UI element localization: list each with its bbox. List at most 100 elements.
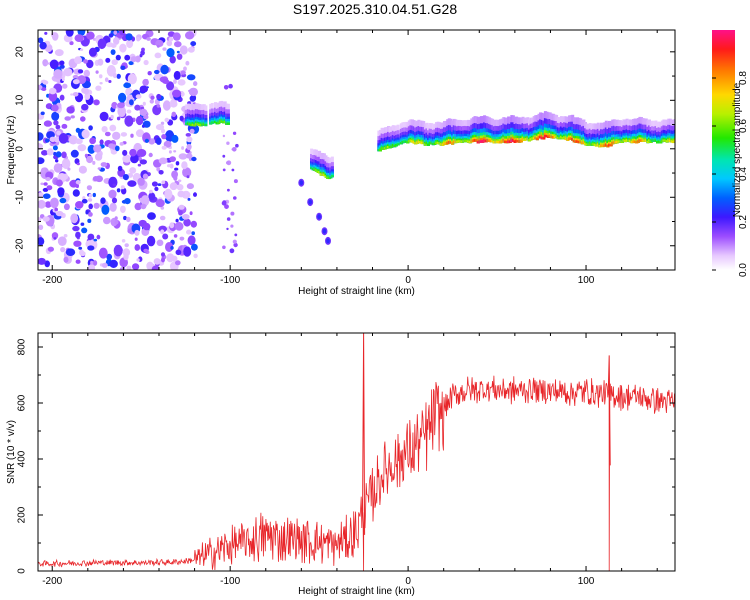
ridge-cell (388, 146, 392, 149)
ridge-cell (513, 140, 517, 143)
noise-speckle (176, 53, 183, 60)
ridge-cell (638, 139, 642, 142)
ridge-cell (462, 139, 466, 143)
noise-speckle (41, 87, 47, 91)
colorbar-label: Normalized spectral amplitude (732, 82, 743, 217)
noise-speckle (189, 128, 195, 134)
noise-speckle (189, 95, 196, 102)
x-tick-label: 100 (578, 576, 595, 587)
ridge-cell (667, 139, 671, 142)
ridge-cell (403, 140, 406, 143)
y-tick-label: 600 (17, 394, 28, 411)
noise-speckle (232, 239, 237, 244)
noise-speckle (193, 192, 197, 197)
ridge-cell (585, 143, 589, 146)
noise-speckle (175, 249, 182, 256)
noise-speckle (70, 149, 79, 158)
noise-speckle (62, 83, 68, 89)
ridge-cell (545, 134, 549, 138)
ridge-cell (423, 143, 427, 146)
ridge-cell (529, 138, 533, 141)
noise-speckle (106, 253, 113, 260)
noise-speckle (185, 31, 195, 40)
ridge-cell (319, 173, 323, 176)
noise-speckle (125, 33, 133, 41)
noise-speckle (221, 200, 227, 206)
noise-speckle (173, 79, 177, 84)
ridge-cell (503, 140, 507, 144)
ridge-cell (414, 141, 418, 145)
noise-speckle (95, 85, 102, 91)
ridge-cell (595, 144, 599, 147)
ridge-cell (614, 141, 618, 144)
ridge-cell (471, 139, 475, 142)
noise-speckle (120, 65, 126, 71)
ridge-cell (186, 122, 190, 125)
noise-speckle (88, 212, 93, 217)
noise-speckle (169, 156, 176, 163)
noise-speckle (86, 31, 95, 40)
noise-speckle (116, 73, 121, 79)
noise-speckle (100, 162, 108, 167)
snr-y-axis-label: SNR (10 * v/v) (6, 420, 17, 484)
noise-speckle (174, 221, 184, 231)
noise-speckle (158, 157, 168, 165)
noise-speckle (166, 48, 175, 58)
noise-speckle (149, 99, 154, 104)
ridge-cell (604, 143, 608, 146)
noise-speckle (154, 69, 160, 75)
ridge-cell (612, 141, 616, 144)
noise-speckle (191, 231, 195, 236)
noise-speckle (108, 80, 112, 83)
ridge-cell (598, 145, 602, 148)
noise-speckle (110, 49, 116, 55)
snr-spike (362, 333, 366, 535)
noise-speckle (108, 143, 115, 149)
noise-speckle (135, 94, 142, 99)
noise-speckle (173, 234, 178, 238)
noise-speckle (135, 115, 144, 126)
ridge-cell (196, 123, 200, 126)
noise-speckle (43, 193, 51, 199)
ridge-cell (444, 142, 448, 145)
ridge-cell (225, 122, 229, 125)
noise-speckle (137, 163, 142, 167)
ridge-cell (377, 149, 381, 152)
noise-speckle (183, 66, 187, 72)
noise-speckle (65, 30, 74, 37)
ridge-cell (412, 141, 416, 144)
noise-speckle (231, 168, 235, 172)
noise-speckle (63, 256, 69, 263)
noise-speckle (222, 168, 226, 172)
noise-speckle (80, 116, 86, 122)
noise-speckle (83, 88, 90, 95)
heatmap-x-axis-label: Height of straight line (km) (298, 286, 415, 297)
noise-speckle (92, 260, 98, 266)
ridge-cell (654, 139, 658, 142)
ridge-cell (191, 123, 195, 127)
noise-speckle (179, 115, 184, 122)
ridge-cell (415, 141, 419, 144)
noise-speckle (39, 41, 47, 50)
ridge-cell (569, 137, 573, 140)
noise-speckle (140, 203, 147, 210)
noise-speckle (189, 211, 193, 216)
noise-speckle (55, 210, 64, 217)
noise-speckle (186, 229, 192, 235)
noise-speckle (108, 176, 118, 188)
ridge-cell (524, 138, 528, 141)
noise-speckle (42, 80, 49, 85)
noise-speckle (99, 139, 104, 145)
noise-speckle (126, 109, 132, 114)
colorbar (712, 30, 735, 270)
noise-speckle (53, 120, 59, 126)
ridge-cell (198, 123, 201, 127)
noise-speckle (226, 217, 231, 221)
y-tick-label: 10 (15, 94, 26, 106)
ridge-cell (635, 140, 639, 144)
noise-speckle (143, 59, 149, 66)
noise-speckle (162, 79, 170, 84)
ridge-cell (457, 140, 461, 143)
noise-speckle (156, 104, 161, 108)
noise-speckle (136, 37, 141, 42)
